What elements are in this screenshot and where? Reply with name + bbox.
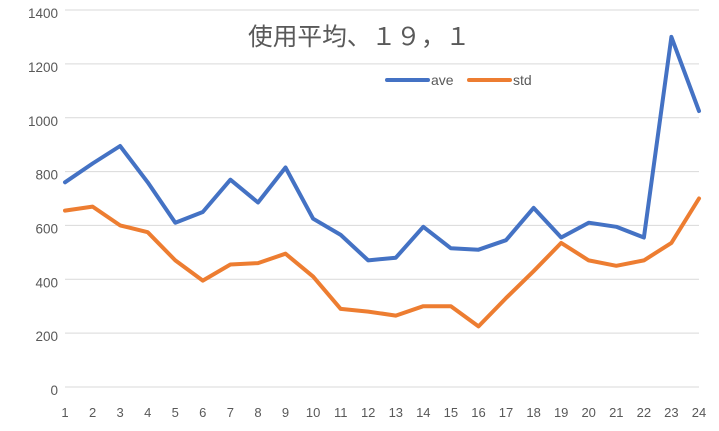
- svg-text:0: 0: [50, 383, 58, 398]
- svg-text:9: 9: [282, 405, 289, 420]
- svg-text:3: 3: [116, 405, 123, 420]
- svg-text:5: 5: [172, 405, 179, 420]
- svg-text:20: 20: [581, 405, 595, 420]
- svg-text:19: 19: [554, 405, 568, 420]
- svg-text:std: std: [513, 72, 532, 88]
- svg-text:使用平均、１９，１: 使用平均、１９，１: [248, 17, 470, 53]
- svg-text:200: 200: [35, 329, 58, 344]
- svg-text:1000: 1000: [28, 114, 58, 129]
- svg-text:6: 6: [199, 405, 206, 420]
- svg-text:10: 10: [306, 405, 320, 420]
- svg-text:14: 14: [416, 405, 430, 420]
- svg-text:1200: 1200: [28, 60, 58, 75]
- svg-text:1400: 1400: [28, 6, 58, 21]
- svg-text:22: 22: [637, 405, 651, 420]
- svg-text:11: 11: [334, 405, 348, 420]
- svg-text:18: 18: [526, 405, 540, 420]
- svg-text:800: 800: [35, 168, 58, 183]
- svg-text:7: 7: [227, 405, 234, 420]
- svg-text:2: 2: [89, 405, 96, 420]
- svg-text:15: 15: [444, 405, 458, 420]
- svg-text:24: 24: [692, 405, 706, 420]
- svg-text:400: 400: [35, 275, 58, 290]
- svg-text:ave: ave: [431, 72, 454, 88]
- svg-text:12: 12: [361, 405, 375, 420]
- svg-text:600: 600: [35, 221, 58, 236]
- svg-text:16: 16: [471, 405, 485, 420]
- svg-text:23: 23: [664, 405, 678, 420]
- svg-text:1: 1: [61, 405, 68, 420]
- svg-text:21: 21: [609, 405, 623, 420]
- svg-text:13: 13: [389, 405, 403, 420]
- svg-text:4: 4: [144, 405, 151, 420]
- svg-text:8: 8: [254, 405, 261, 420]
- svg-text:17: 17: [499, 405, 513, 420]
